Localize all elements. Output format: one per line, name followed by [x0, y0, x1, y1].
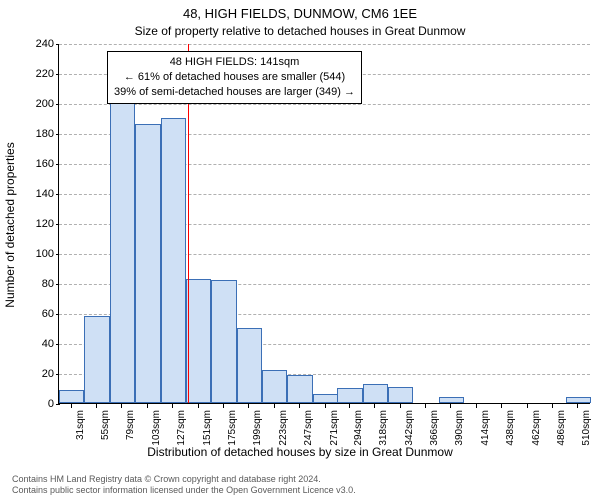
x-tick-mark — [147, 404, 148, 408]
x-tick-mark — [274, 404, 275, 408]
x-tick-mark — [476, 404, 477, 408]
x-tick-mark — [501, 404, 502, 408]
chart-subtitle: Size of property relative to detached ho… — [0, 24, 600, 38]
annotation-line: 48 HIGH FIELDS: 141sqm — [114, 55, 355, 70]
y-axis-label: Number of detached properties — [3, 45, 17, 405]
y-tick: 0 — [24, 398, 54, 410]
x-tick-mark — [349, 404, 350, 408]
chart-title: 48, HIGH FIELDS, DUNMOW, CM6 1EE — [0, 6, 600, 21]
x-axis-label: Distribution of detached houses by size … — [0, 445, 600, 459]
chart-container: 48, HIGH FIELDS, DUNMOW, CM6 1EE Size of… — [0, 0, 600, 500]
x-tick-mark — [121, 404, 122, 408]
x-ticks: 31sqm55sqm79sqm103sqm127sqm151sqm175sqm1… — [58, 404, 590, 448]
y-tick: 60 — [24, 308, 54, 320]
x-tick-mark — [552, 404, 553, 408]
y-tick: 160 — [24, 158, 54, 170]
annotation-line: 39% of semi-detached houses are larger (… — [114, 85, 355, 100]
x-tick-mark — [425, 404, 426, 408]
y-tick: 140 — [24, 188, 54, 200]
annotation-layer: 48 HIGH FIELDS: 141sqm← 61% of detached … — [59, 44, 590, 403]
x-tick-mark — [248, 404, 249, 408]
x-tick-mark — [374, 404, 375, 408]
y-tick: 120 — [24, 218, 54, 230]
y-tick: 40 — [24, 338, 54, 350]
x-tick-mark — [400, 404, 401, 408]
footer-line-1: Contains HM Land Registry data © Crown c… — [12, 474, 356, 485]
y-tick: 20 — [24, 368, 54, 380]
y-tick: 180 — [24, 128, 54, 140]
annotation-box: 48 HIGH FIELDS: 141sqm← 61% of detached … — [107, 51, 362, 104]
footer-line-2: Contains public sector information licen… — [12, 485, 356, 496]
x-tick-mark — [198, 404, 199, 408]
y-axis-label-wrap: Number of detached properties — [0, 0, 14, 500]
y-tick: 220 — [24, 68, 54, 80]
x-tick-mark — [299, 404, 300, 408]
x-tick-mark — [172, 404, 173, 408]
x-tick-mark — [325, 404, 326, 408]
attribution-footer: Contains HM Land Registry data © Crown c… — [12, 474, 356, 497]
x-tick-mark — [223, 404, 224, 408]
y-tick: 200 — [24, 98, 54, 110]
y-tick: 240 — [24, 38, 54, 50]
plot-area: 48 HIGH FIELDS: 141sqm← 61% of detached … — [58, 44, 590, 404]
y-tick: 100 — [24, 248, 54, 260]
x-tick-mark — [450, 404, 451, 408]
x-tick-mark — [96, 404, 97, 408]
x-tick-mark — [527, 404, 528, 408]
y-tick: 80 — [24, 278, 54, 290]
annotation-line: ← 61% of detached houses are smaller (54… — [114, 70, 355, 85]
x-tick-mark — [577, 404, 578, 408]
x-tick-mark — [71, 404, 72, 408]
